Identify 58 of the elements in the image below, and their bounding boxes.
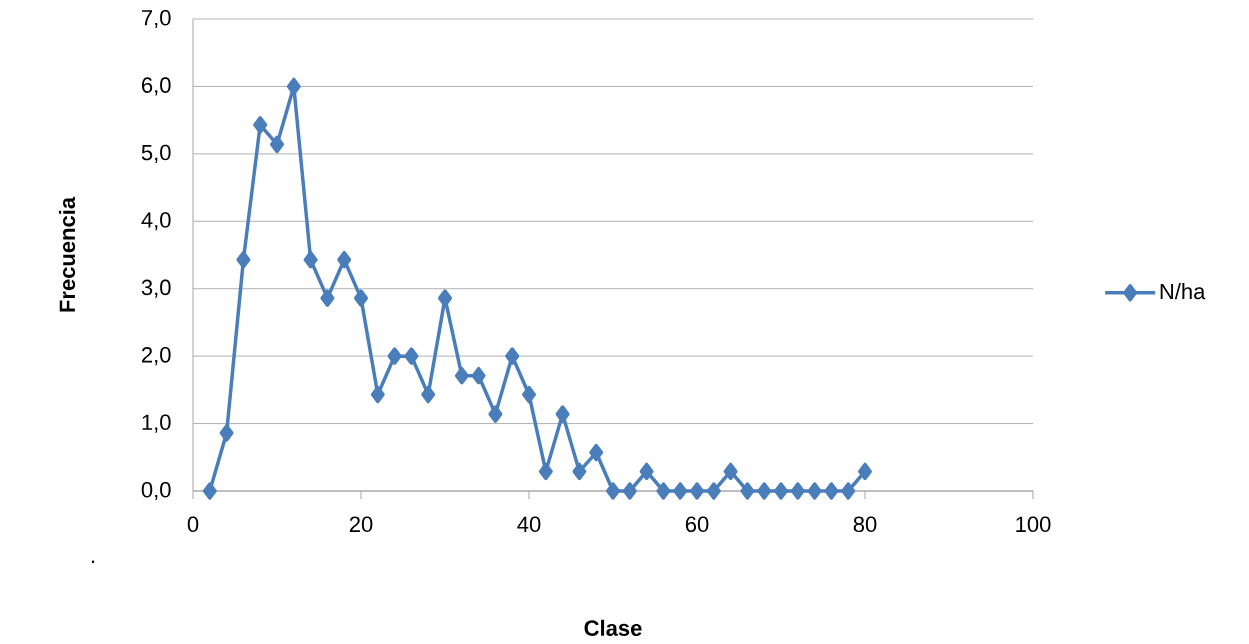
y-tick-label: 5,0: [141, 144, 171, 163]
point: [421, 385, 436, 404]
point: [253, 116, 268, 134]
point: [690, 482, 705, 500]
x-tick-label: 40: [517, 516, 541, 533]
point: [303, 250, 318, 269]
point: [505, 347, 520, 365]
point: [656, 482, 671, 500]
point: [286, 77, 301, 96]
point: [606, 482, 621, 500]
x-tick-label: 100: [1016, 516, 1051, 533]
y-tick-label: 2,0: [142, 347, 171, 366]
point: [337, 250, 352, 269]
y-axis-title: Frecuencia: [58, 196, 76, 312]
y-tick-label: 1,0: [142, 414, 171, 433]
point: [740, 482, 755, 500]
point: [438, 289, 453, 307]
y-tick-label: 0,0: [141, 481, 171, 501]
x-tick-label: 20: [349, 516, 373, 533]
point: [706, 482, 721, 500]
point: [404, 347, 419, 365]
point: [454, 366, 469, 385]
point: [219, 424, 234, 442]
point: [555, 405, 570, 423]
x-tick-label: 0: [187, 516, 199, 533]
point: [236, 250, 251, 269]
point: [723, 462, 738, 481]
point: [354, 289, 369, 307]
legend-label: N/ha: [1160, 283, 1206, 300]
point: [387, 347, 402, 365]
x-tick-label: 60: [685, 516, 709, 533]
point: [774, 482, 789, 500]
point: [858, 462, 873, 481]
point: [370, 385, 385, 404]
point: [270, 135, 285, 154]
point: [589, 443, 604, 462]
point: [757, 482, 772, 500]
point: [572, 462, 587, 481]
point: [622, 482, 637, 500]
point: [824, 482, 839, 500]
point: [202, 482, 217, 500]
point: [488, 405, 503, 423]
point: [790, 482, 805, 500]
point: [639, 462, 654, 481]
y-tick-label: 4,0: [141, 212, 171, 231]
x-axis-title: Clase: [584, 619, 642, 636]
y-tick-label: 6,0: [142, 77, 171, 96]
point: [841, 482, 856, 500]
point: [522, 385, 537, 404]
point: [673, 482, 688, 500]
point: [471, 366, 486, 385]
x-tick-label: 80: [853, 516, 877, 533]
text: .: [92, 560, 95, 563]
y-tick-label: 3,0: [141, 279, 171, 298]
y-tick-label: 7,0: [142, 9, 171, 29]
point: [807, 482, 822, 500]
point: [320, 289, 335, 307]
point: [538, 462, 553, 481]
